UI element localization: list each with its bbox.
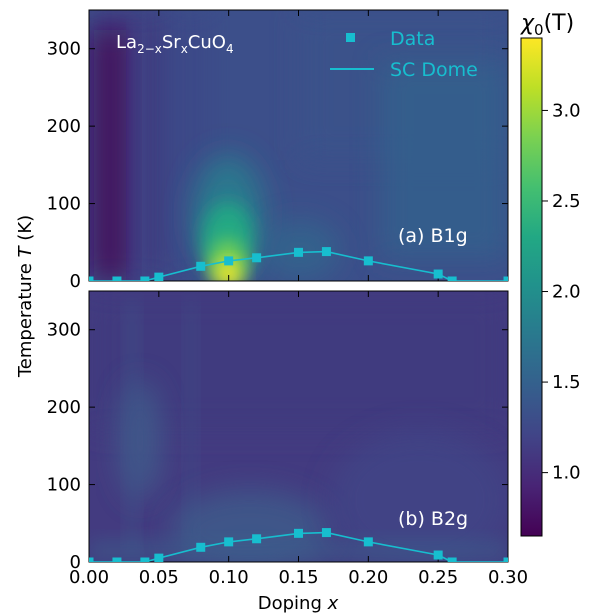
x-tick-label: 0.20: [348, 567, 388, 588]
data-point: [252, 253, 262, 263]
y-tick-label-b1g: 100: [47, 194, 81, 215]
colorbar-gradient: [520, 37, 543, 537]
data-point: [363, 537, 373, 547]
legend-marker-data: [346, 33, 355, 42]
data-point: [224, 537, 234, 547]
ticks-b1g: 0 100 200 300: [47, 10, 509, 292]
legend-label-sc-dome: SC Dome: [390, 59, 478, 81]
sc-dome-series-b2g: [89, 528, 508, 562]
y-axis-label: Temperature T (K): [15, 215, 36, 378]
x-tick-label: 0.00: [69, 567, 109, 588]
data-point: [89, 557, 94, 562]
data-point: [224, 256, 234, 266]
legend: Data SC Dome: [330, 28, 478, 81]
x-tick-label: 0.10: [209, 567, 249, 588]
ticks-b2g: 0.00 0.05 0.10 0.15 0.20 0.25 0.30 0 100 200 300: [47, 291, 528, 588]
colorbar: 1.0 1.5 2.0 2.5 3.0 χ0(T): [520, 11, 581, 537]
y-tick-label-b2g: 0: [70, 552, 81, 573]
data-point: [196, 542, 206, 552]
heatmap-b2g: [89, 291, 508, 562]
colorbar-tick-label: 2.5: [552, 191, 581, 212]
colorbar-tick-label: 3.0: [552, 100, 581, 121]
panel-b2g: 0.00 0.05 0.10 0.15 0.20 0.25 0.30 0 100 200 300 (…: [47, 290, 528, 588]
data-point: [321, 528, 331, 538]
panel-label-b1g: (a) B1g: [398, 225, 468, 247]
x-axis-label: Doping x: [258, 593, 339, 614]
data-point: [154, 272, 164, 281]
data-point: [503, 557, 508, 562]
colorbar-label: χ0(T): [520, 11, 574, 39]
data-point: [140, 276, 150, 281]
y-tick-label-b1g: 300: [47, 39, 81, 60]
x-tick-label: 0.05: [139, 567, 179, 588]
colorbar-tick-label: 1.5: [552, 372, 581, 393]
data-point: [433, 550, 443, 560]
panel-label-b2g: (b) B2g: [398, 508, 468, 530]
panel-b1g: 0 100 200 300 (a) B1g La2−xSrxCuO4 Data SC …: [47, 9, 509, 292]
data-point: [433, 269, 443, 279]
data-point: [112, 557, 122, 562]
y-tick-label-b1g: 0: [70, 271, 81, 292]
y-tick-label-b2g: 200: [47, 397, 81, 418]
data-point: [294, 247, 303, 257]
y-tick-label-b2g: 100: [47, 475, 81, 496]
data-point: [196, 261, 206, 271]
material-label: La2−xSrxCuO4: [116, 32, 234, 56]
y-tick-label-b2g: 300: [47, 320, 81, 341]
x-tick-label: 0.15: [278, 567, 318, 588]
data-point: [321, 247, 331, 257]
x-tick-label: 0.25: [418, 567, 458, 588]
x-tick-label: 0.30: [488, 567, 528, 588]
data-point: [294, 528, 303, 538]
legend-label-data: Data: [390, 28, 435, 50]
colorbar-tick-label: 1.0: [552, 463, 581, 484]
data-point: [503, 276, 508, 281]
data-point: [447, 557, 457, 562]
colorbar-tick-label: 2.0: [552, 282, 581, 303]
data-point: [89, 276, 94, 281]
data-point: [154, 553, 164, 562]
colorbar-ticks: 1.0 1.5 2.0 2.5 3.0: [542, 100, 581, 484]
y-tick-label-b1g: 200: [47, 116, 81, 137]
data-point: [140, 557, 150, 562]
data-point: [112, 276, 122, 281]
sc-dome-series-b1g: [89, 247, 508, 281]
data-point: [363, 256, 373, 266]
data-point: [447, 276, 457, 281]
data-point: [252, 534, 262, 544]
